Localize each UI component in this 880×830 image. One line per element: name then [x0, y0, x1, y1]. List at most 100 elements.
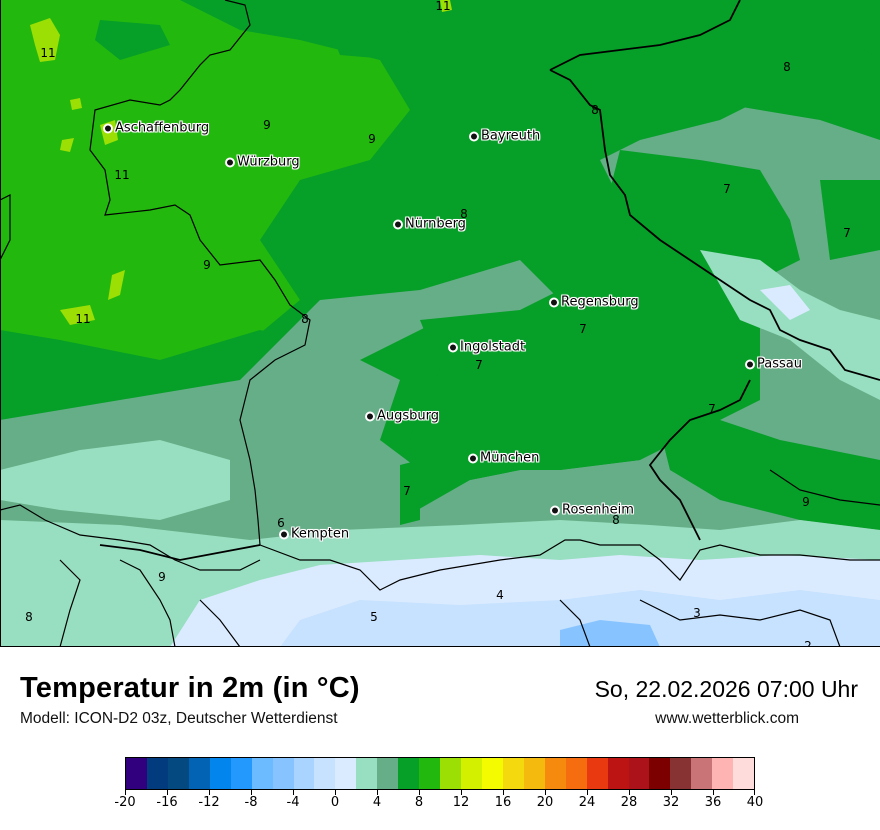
colorbar-segment — [377, 758, 399, 789]
colorbar-tick — [461, 790, 462, 795]
city-marker[interactable]: Kempten — [279, 527, 349, 542]
city-dot-icon — [225, 157, 235, 167]
colorbar-tick — [754, 790, 755, 795]
isotherm-label: 6 — [277, 516, 285, 530]
colorbar-tick — [335, 790, 336, 795]
colorbar-tick-label: 0 — [330, 795, 340, 810]
isotherm-label: 9 — [802, 495, 810, 509]
colorbar-legend — [125, 757, 755, 790]
city-dot-icon — [365, 411, 375, 421]
colorbar-segment — [272, 758, 294, 789]
colorbar-segment — [440, 758, 461, 789]
colorbar-segment — [712, 758, 734, 789]
city-marker[interactable]: Passau — [745, 357, 802, 372]
city-marker[interactable]: München — [468, 451, 539, 466]
city-label: Kempten — [291, 526, 350, 542]
isotherm-label: 2 — [804, 639, 812, 647]
colorbar-tick-label: -20 — [114, 795, 136, 810]
colorbar-segment — [230, 758, 252, 789]
colorbar-segment — [649, 758, 671, 789]
colorbar-segment — [502, 758, 524, 789]
isotherm-label: 11 — [40, 46, 56, 60]
city-marker[interactable]: Nürnberg — [393, 217, 466, 232]
city-dot-icon — [279, 529, 289, 539]
city-marker[interactable]: Rosenheim — [550, 503, 634, 518]
colorbar-tick-label: -4 — [286, 795, 300, 810]
colorbar-segment — [733, 758, 755, 789]
city-dot-icon — [469, 131, 479, 141]
isotherm-label: 9 — [158, 570, 166, 584]
colorbar-segment — [251, 758, 273, 789]
colorbar-tick — [629, 790, 630, 795]
model-source: Modell: ICON-D2 03z, Deutscher Wetterdie… — [20, 710, 338, 727]
colorbar-segment — [461, 758, 482, 789]
colorbar-tick-label: -8 — [244, 795, 258, 810]
isotherm-label: 3 — [693, 606, 701, 620]
city-dot-icon — [549, 297, 559, 307]
isotherm-label: 11 — [114, 168, 130, 182]
city-marker[interactable]: Bayreuth — [469, 129, 540, 144]
colorbar-segment — [523, 758, 545, 789]
colorbar-tick-label: 24 — [578, 795, 596, 810]
website-link[interactable]: www.wetterblick.com — [655, 710, 799, 727]
city-marker[interactable]: Augsburg — [365, 409, 439, 424]
city-label: Regensburg — [561, 294, 639, 310]
colorbar-segment — [607, 758, 629, 789]
city-dot-icon — [468, 453, 478, 463]
colorbar-segment — [419, 758, 441, 789]
city-dot-icon — [393, 219, 403, 229]
colorbar-segment — [126, 758, 147, 789]
colorbar-tick — [167, 790, 168, 795]
colorbar-segment — [586, 758, 608, 789]
colorbar-segment — [209, 758, 231, 789]
isotherm-label: 11 — [435, 0, 451, 13]
chart-title: Temperatur in 2m (in °C) — [20, 672, 360, 704]
colorbar-segment — [398, 758, 420, 789]
colorbar-tick — [419, 790, 420, 795]
city-marker[interactable]: Würzburg — [225, 155, 300, 170]
city-label: Ingolstadt — [460, 339, 526, 355]
isotherm-label: 8 — [612, 513, 620, 527]
colorbar-tick-label: 16 — [494, 795, 512, 810]
colorbar-segment — [481, 758, 503, 789]
city-label: Nürnberg — [405, 216, 466, 232]
colorbar-tick — [545, 790, 546, 795]
city-label: Passau — [757, 356, 802, 372]
isotherm-label: 8 — [460, 207, 468, 221]
colorbar-segment — [670, 758, 692, 789]
colorbar-segment — [628, 758, 650, 789]
isotherm-label: 7 — [403, 484, 411, 498]
isotherm-label: 8 — [25, 610, 33, 624]
city-label: Aschaffenburg — [115, 120, 210, 136]
colorbar-tick-label: 4 — [372, 795, 382, 810]
colorbar-segment — [565, 758, 587, 789]
isotherm-label: 8 — [301, 312, 309, 326]
colorbar-tick-label: -12 — [198, 795, 220, 810]
city-label: Würzburg — [237, 154, 300, 170]
colorbar-tick — [587, 790, 588, 795]
isotherm-label: 8 — [591, 103, 599, 117]
colorbar-tick — [209, 790, 210, 795]
isotherm-label: 4 — [496, 588, 504, 602]
isotherm-label: 7 — [579, 322, 587, 336]
colorbar-tick-label: 20 — [536, 795, 554, 810]
colorbar-tick — [125, 790, 126, 795]
isotherm-label: 9 — [368, 132, 376, 146]
isotherm-label: 7 — [843, 226, 851, 240]
colorbar-tick — [251, 790, 252, 795]
city-marker[interactable]: Regensburg — [549, 295, 639, 310]
colorbar-segment — [314, 758, 336, 789]
colorbar-tick-label: 40 — [746, 795, 764, 810]
isotherm-label: 8 — [783, 60, 791, 74]
colorbar-tick-label: -16 — [156, 795, 178, 810]
city-marker[interactable]: Ingolstadt — [448, 340, 525, 355]
colorbar-tick — [377, 790, 378, 795]
temperature-field — [0, 0, 880, 647]
city-marker[interactable]: Aschaffenburg — [103, 121, 209, 136]
colorbar-segment — [691, 758, 713, 789]
temperature-map[interactable]: 11 11 9 9 11 8 8 7 7 8 9 11 8 7 7 7 7 6 8 9 9 4 8 5 3 2 Aschaffen… — [0, 0, 880, 647]
city-label: Rosenheim — [562, 502, 634, 518]
colorbar-segment — [167, 758, 189, 789]
colorbar-tick-label: 8 — [414, 795, 424, 810]
colorbar-segment — [335, 758, 357, 789]
